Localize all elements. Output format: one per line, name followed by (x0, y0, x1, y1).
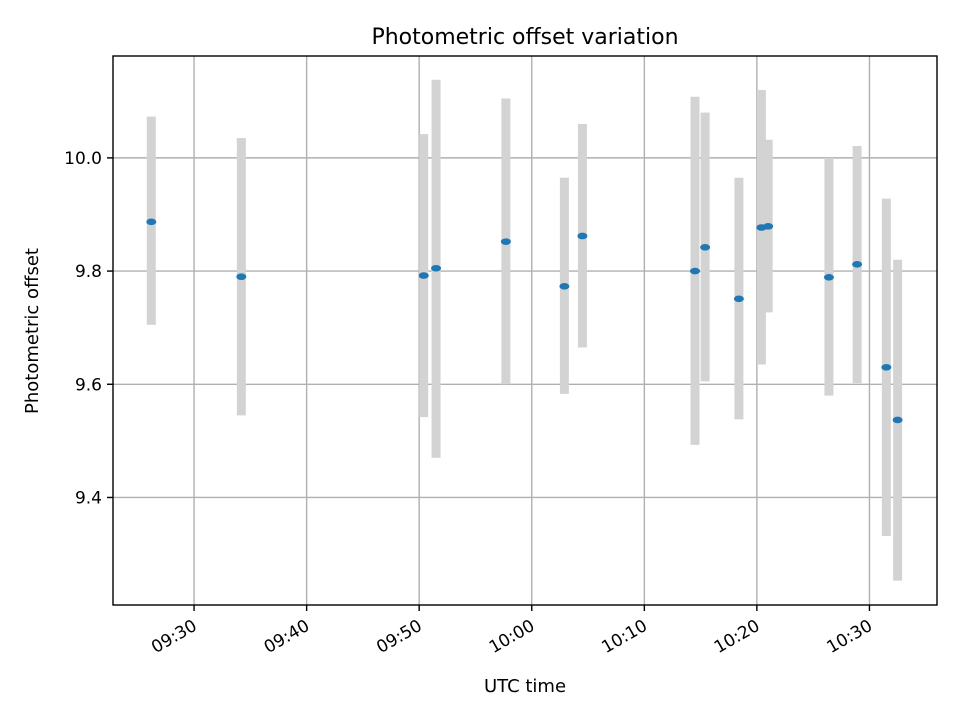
data-point (418, 272, 429, 279)
x-tick-label: 10:00 (486, 616, 538, 658)
data-point (823, 273, 834, 281)
plot-frame (112, 55, 938, 606)
x-tick-label: 10:30 (824, 616, 876, 658)
data-point (763, 223, 774, 230)
x-tick-label: 09:50 (373, 616, 425, 658)
y-axis-ticks: 9.4 9.6 9.8 10.0 (64, 149, 113, 508)
x-tick-label: 09:40 (261, 616, 313, 658)
data-point (733, 295, 744, 303)
y-tick-label: 9.8 (75, 262, 102, 282)
data-point (559, 283, 570, 290)
data-point (881, 363, 892, 371)
y-axis-label: Photometric offset (22, 248, 43, 414)
grid (113, 56, 937, 605)
data-point (146, 218, 157, 226)
data-point (500, 238, 511, 245)
y-tick-label: 9.4 (75, 488, 102, 508)
x-axis-ticks: 09:30 09:40 09:50 10:00 10:10 10:20 10:30 (148, 605, 876, 658)
data-point (892, 416, 903, 424)
chart-title: Photometric offset variation (371, 25, 678, 50)
x-tick-label: 10:20 (711, 616, 763, 658)
data-point (236, 273, 247, 281)
x-axis-label: UTC time (484, 676, 566, 697)
data-point (852, 260, 863, 268)
x-tick-label: 09:30 (148, 616, 200, 658)
y-tick-label: 9.6 (75, 375, 102, 395)
data-point (690, 267, 701, 275)
y-tick-label: 10.0 (64, 149, 102, 169)
data-point (700, 244, 711, 251)
data-point (431, 264, 442, 272)
data-points (146, 218, 903, 424)
error-bars (146, 79, 903, 581)
data-point (577, 232, 588, 240)
x-tick-label: 10:10 (598, 616, 650, 658)
